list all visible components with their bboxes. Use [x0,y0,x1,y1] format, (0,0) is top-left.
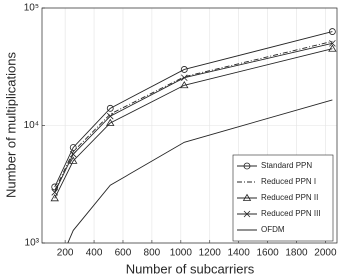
y-tick-label: 10⁴ [24,120,39,131]
marker [180,80,189,89]
x-tick-label: 1000 [170,248,193,259]
y-tick-label: 10³ [25,238,40,249]
x-tick-label: 600 [115,248,132,259]
legend-marker [243,210,251,218]
marker [106,118,115,126]
x-axis-label: Number of subcarriers [126,261,255,276]
x-tick-label: 1800 [285,248,308,259]
marker [69,144,77,151]
x-tick-label: 800 [144,248,161,259]
marker [180,66,188,73]
x-tick-label: 2000 [314,248,337,259]
legend-label: Reduced PPN I [261,177,316,186]
y-tick-label: 10⁵ [24,3,39,14]
series-line [54,31,333,188]
legend-label: Reduced PPN III [261,209,321,218]
marker [329,40,336,47]
legend-marker [243,162,251,170]
marker [106,104,114,112]
legend-label: Standard PPN [261,161,312,170]
x-tick-label: 1400 [228,248,251,259]
plot-frame [41,7,338,244]
marker [181,74,188,82]
series-line [67,99,333,243]
marker [328,28,336,35]
x-tick-label: 200 [57,248,74,259]
marker [50,194,59,202]
legend-label: Reduced PPN II [261,193,318,202]
series-line [54,48,333,199]
legend-label: OFDM [261,225,285,234]
legend-marker [242,193,252,201]
marker [328,44,337,52]
marker [106,112,114,120]
marker [69,156,78,164]
x-tick-label: 1200 [199,248,222,259]
x-tick-label: 1600 [256,248,279,259]
y-axis-label: Number of multiplications [3,52,18,198]
marker [51,189,59,196]
x-tick-label: 400 [86,248,103,259]
marker [69,150,77,158]
series-group [50,28,337,243]
